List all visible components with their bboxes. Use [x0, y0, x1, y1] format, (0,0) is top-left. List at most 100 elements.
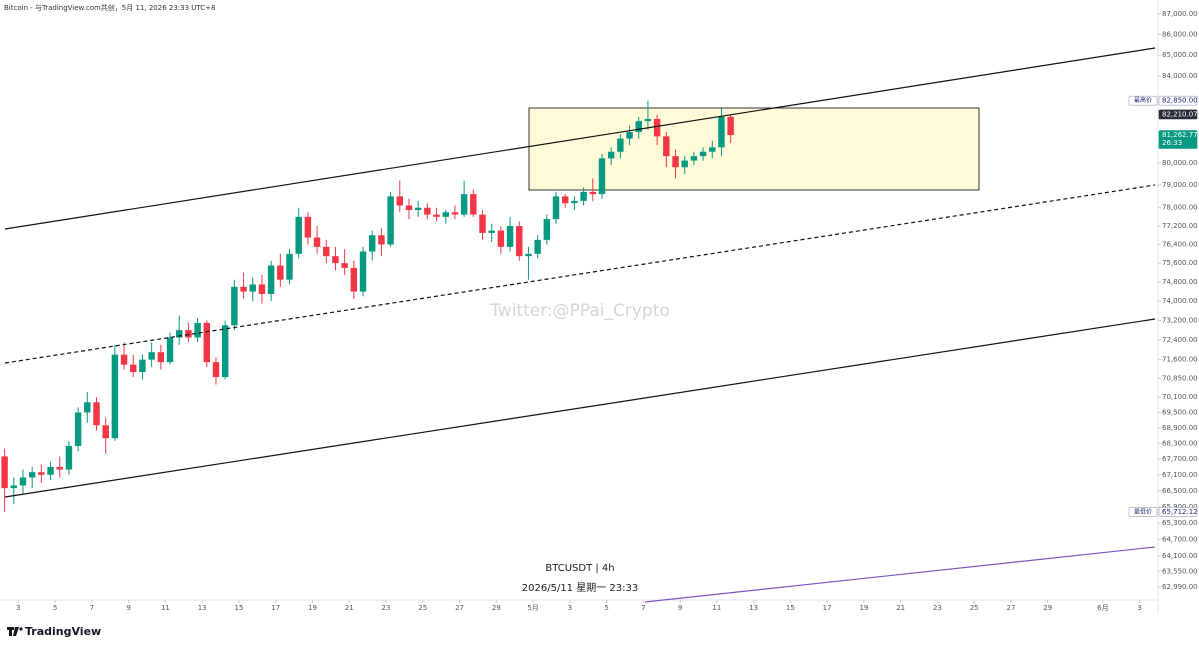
y-tick-label: 69,500.00	[1162, 408, 1198, 416]
y-tick-label: 73,200.00	[1162, 316, 1198, 324]
x-tick-label: 21	[345, 604, 354, 612]
candle-body	[28, 472, 36, 478]
candle-body	[175, 330, 183, 338]
candle-body	[102, 425, 109, 439]
y-tick-label: 67,100.00	[1162, 471, 1198, 479]
candle-body	[709, 147, 716, 152]
x-tick-label: 5	[604, 604, 608, 612]
candle-body	[212, 362, 220, 378]
candle-body	[681, 160, 688, 168]
price-tag-box	[1128, 95, 1158, 106]
x-tick-label: 25	[970, 604, 979, 612]
candle-body	[350, 267, 358, 292]
candle-body	[323, 246, 330, 257]
candle-body	[148, 352, 155, 360]
x-tick-label: 15	[786, 604, 795, 612]
candle-body	[221, 325, 229, 378]
candle-body	[653, 118, 661, 137]
range-box	[528, 107, 980, 191]
candle-body	[525, 253, 532, 257]
candle-body	[130, 364, 137, 373]
price-tag-box	[1128, 507, 1158, 517]
candle-body	[635, 121, 642, 133]
brand-logo	[7, 627, 23, 636]
candles	[1, 100, 734, 512]
candle-body	[598, 158, 606, 195]
x-tick-label: 6月	[1097, 604, 1108, 612]
x-tick-label: 19	[859, 604, 868, 612]
candle-body	[194, 322, 201, 338]
candle-body	[387, 196, 394, 245]
x-tick-label: 25	[418, 604, 427, 612]
x-tick-label: 13	[198, 604, 207, 612]
price-label-box	[1158, 130, 1198, 149]
candle-body	[258, 284, 266, 294]
price-label-box	[1158, 95, 1198, 106]
candle-body	[378, 235, 385, 245]
candle-body	[516, 226, 523, 257]
y-tick-label: 75,600.00	[1162, 259, 1198, 267]
candle-body	[470, 194, 477, 215]
chart-subtitle: 2026/5/11 星期一 23:33	[522, 582, 638, 594]
candle-body	[56, 466, 63, 470]
candle-body	[74, 412, 82, 446]
price-label: 82,850.00	[1162, 97, 1198, 105]
y-tick-label: 72,400.00	[1162, 336, 1198, 344]
candle-body	[277, 265, 284, 280]
candle-body	[304, 216, 312, 238]
price-label: 65,712.12	[1162, 508, 1198, 516]
candle-body	[663, 136, 670, 157]
x-tick-label: 11	[712, 604, 721, 612]
y-tick-label: 85,000.00	[1162, 51, 1198, 59]
candle-body	[359, 251, 367, 292]
candle-body	[442, 212, 449, 217]
x-tick-label: 27	[1006, 604, 1015, 612]
candle-body	[231, 286, 238, 326]
y-tick-label: 80,000.00	[1162, 159, 1198, 167]
x-tick-label: 29	[1043, 604, 1052, 612]
chart-title: BTCUSDT | 4h	[545, 563, 614, 574]
y-tick-label: 67,700.00	[1162, 455, 1198, 463]
candle-body	[185, 330, 192, 338]
x-tick-label: 5月	[527, 604, 538, 612]
x-tick-label: 23	[382, 604, 391, 612]
channel-upper	[4, 47, 1156, 230]
candle-body	[699, 151, 707, 157]
price-label: 81,262.77	[1162, 131, 1198, 139]
y-tick-label: 87,000.00	[1162, 10, 1198, 18]
candle-body	[313, 237, 321, 247]
candle-body	[10, 485, 18, 489]
candle-body	[249, 284, 256, 292]
x-tick-label: 9	[678, 604, 682, 612]
candle-body	[414, 207, 422, 211]
candle-body	[139, 359, 146, 373]
y-tick-label: 79,000.00	[1162, 181, 1198, 189]
x-tick-label: 17	[823, 604, 832, 612]
candle-body	[506, 226, 514, 247]
candle-body	[286, 253, 293, 280]
candle-body	[460, 194, 468, 215]
candle-body	[368, 235, 376, 252]
x-tick-label: 7	[90, 604, 94, 612]
y-tick-label: 68,900.00	[1162, 424, 1198, 432]
x-tick-label: 29	[492, 604, 501, 612]
x-tick-label: 3	[1137, 604, 1141, 612]
candle-body	[561, 196, 569, 204]
trend-line	[644, 546, 1156, 603]
candle-body	[396, 196, 404, 206]
candle-body	[672, 156, 679, 168]
y-tick-label: 65,300.00	[1162, 519, 1198, 527]
y-tick-label: 62,990.00	[1162, 583, 1198, 591]
watermark: Twitter:@PPai_Crypto	[489, 301, 670, 321]
brand: TradingView	[25, 625, 101, 638]
candle-body	[332, 256, 339, 264]
candle-body	[93, 402, 100, 426]
x-tick-label: 27	[455, 604, 464, 612]
x-tick-label: 21	[896, 604, 905, 612]
candle-body	[240, 286, 247, 292]
header: Bitcoin - 与TradingView.com共创，5月 11, 2026…	[4, 3, 215, 12]
candle-body	[543, 219, 551, 240]
candle-body	[166, 337, 174, 363]
